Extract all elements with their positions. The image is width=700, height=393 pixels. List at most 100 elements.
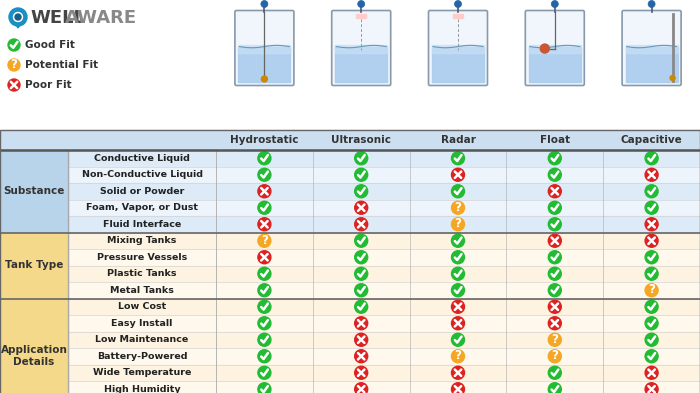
Text: WELL: WELL	[30, 9, 85, 27]
Circle shape	[548, 251, 561, 264]
Text: Pressure Vessels: Pressure Vessels	[97, 253, 187, 262]
Circle shape	[548, 333, 561, 346]
Bar	[68, 332, 700, 348]
Bar	[68, 233, 700, 249]
Circle shape	[645, 218, 658, 231]
Text: Low Maintenance: Low Maintenance	[95, 335, 188, 344]
Circle shape	[258, 350, 271, 363]
Bar	[0, 150, 68, 233]
Text: Easy Install: Easy Install	[111, 319, 173, 328]
Bar	[626, 44, 678, 53]
Text: Mixing Tanks: Mixing Tanks	[107, 236, 176, 245]
Text: Foam, Vapor, or Dust: Foam, Vapor, or Dust	[86, 203, 198, 212]
Bar	[68, 200, 700, 216]
Circle shape	[355, 350, 368, 363]
Circle shape	[355, 251, 368, 264]
Bar	[68, 216, 700, 233]
Text: Tank Type: Tank Type	[5, 261, 63, 270]
Circle shape	[648, 0, 655, 7]
Circle shape	[645, 152, 658, 165]
Bar	[0, 130, 700, 393]
Bar	[432, 44, 484, 53]
Bar	[68, 249, 700, 266]
Text: ?: ?	[454, 201, 461, 214]
Polygon shape	[12, 18, 24, 28]
Circle shape	[8, 59, 20, 71]
Circle shape	[261, 0, 268, 7]
Circle shape	[645, 300, 658, 313]
Bar	[335, 44, 387, 53]
Circle shape	[258, 366, 271, 379]
Circle shape	[258, 267, 271, 280]
Circle shape	[645, 185, 658, 198]
Circle shape	[355, 366, 368, 379]
Circle shape	[8, 39, 20, 51]
Circle shape	[355, 333, 368, 346]
Circle shape	[258, 251, 271, 264]
Text: ?: ?	[261, 234, 268, 247]
Circle shape	[548, 350, 561, 363]
Circle shape	[355, 267, 368, 280]
Circle shape	[452, 350, 465, 363]
Circle shape	[355, 383, 368, 393]
Circle shape	[645, 383, 658, 393]
Circle shape	[548, 185, 561, 198]
Circle shape	[452, 251, 465, 264]
Circle shape	[258, 284, 271, 297]
Bar	[68, 348, 700, 364]
Bar	[356, 14, 366, 18]
Bar	[239, 44, 290, 53]
Circle shape	[548, 366, 561, 379]
Circle shape	[645, 251, 658, 264]
Circle shape	[548, 152, 561, 165]
Circle shape	[258, 383, 271, 393]
Bar	[68, 299, 700, 315]
Bar	[68, 183, 700, 200]
FancyBboxPatch shape	[332, 11, 391, 86]
Text: Metal Tanks: Metal Tanks	[110, 286, 174, 295]
Circle shape	[258, 317, 271, 330]
Circle shape	[452, 383, 465, 393]
Circle shape	[645, 267, 658, 280]
Text: High Humidity: High Humidity	[104, 385, 181, 393]
Bar	[0, 233, 68, 299]
Circle shape	[258, 300, 271, 313]
Bar	[626, 46, 678, 82]
Text: Battery-Powered: Battery-Powered	[97, 352, 188, 361]
Circle shape	[9, 8, 27, 26]
Bar	[68, 150, 700, 167]
Circle shape	[645, 284, 658, 297]
Bar	[239, 46, 290, 82]
Text: Capacitive: Capacitive	[621, 135, 682, 145]
Text: Ultrasonic: Ultrasonic	[331, 135, 391, 145]
Text: ?: ?	[454, 349, 461, 362]
Text: Float: Float	[540, 135, 570, 145]
Circle shape	[8, 79, 20, 91]
Circle shape	[355, 284, 368, 297]
Circle shape	[452, 317, 465, 330]
Circle shape	[258, 201, 271, 214]
Bar	[68, 282, 700, 299]
Circle shape	[355, 234, 368, 247]
Bar	[0, 299, 68, 393]
Circle shape	[645, 234, 658, 247]
Bar	[432, 46, 484, 82]
Bar	[335, 46, 387, 82]
Text: Plastic Tanks: Plastic Tanks	[107, 269, 176, 278]
Text: Solid or Powder: Solid or Powder	[100, 187, 184, 196]
Circle shape	[355, 152, 368, 165]
Text: ?: ?	[10, 58, 18, 71]
Circle shape	[645, 366, 658, 379]
FancyBboxPatch shape	[428, 11, 487, 86]
Circle shape	[548, 300, 561, 313]
Circle shape	[645, 168, 658, 181]
Text: ?: ?	[552, 349, 558, 362]
Circle shape	[258, 333, 271, 346]
Circle shape	[452, 366, 465, 379]
Circle shape	[355, 218, 368, 231]
Text: ?: ?	[648, 283, 655, 296]
Text: Wide Temperature: Wide Temperature	[93, 368, 191, 377]
Circle shape	[355, 317, 368, 330]
Circle shape	[452, 168, 465, 181]
Circle shape	[258, 234, 271, 247]
